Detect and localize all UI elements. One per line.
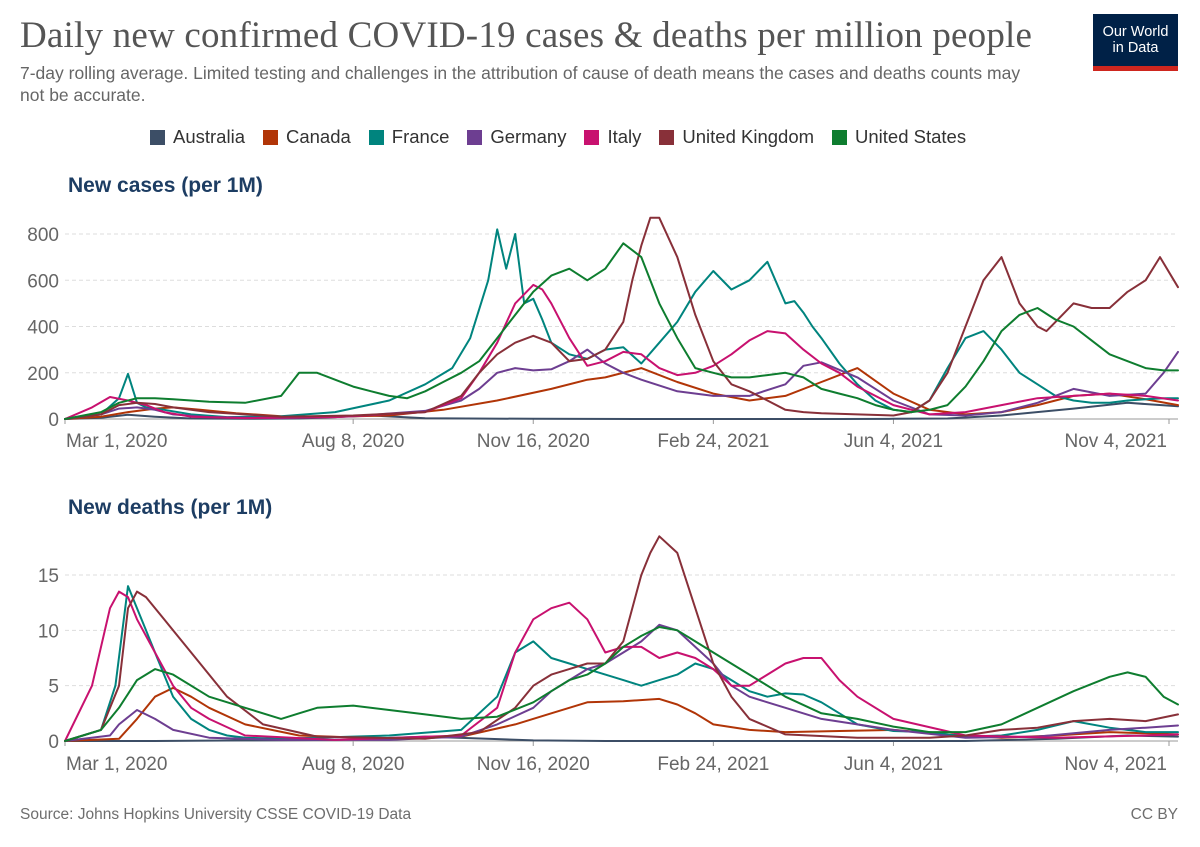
series-line-italy — [64, 283, 1179, 420]
x-tick-label: Aug 8, 2020 — [302, 431, 404, 452]
series-line-united-kingdom — [64, 535, 1179, 742]
legend-item-australia[interactable]: Australia — [150, 126, 245, 148]
x-tick-label: Jun 4, 2021 — [844, 431, 943, 452]
legend-item-united-states[interactable]: United States — [832, 126, 966, 148]
y-tick-label: 400 — [27, 318, 59, 339]
y-tick-label: 5 — [48, 677, 59, 698]
license-link[interactable]: CC BY — [1130, 806, 1178, 823]
legend-swatch — [368, 129, 384, 145]
legend-swatch — [584, 129, 600, 145]
legend-swatch — [262, 129, 278, 145]
legend-item-germany[interactable]: Germany — [467, 126, 566, 148]
legend: Australia Canada France Germany Italy Un… — [150, 126, 966, 148]
legend-label: United Kingdom — [682, 126, 815, 147]
cases-panel-title: New cases (per 1M) — [68, 174, 263, 197]
series-line-united-states — [64, 242, 1179, 420]
series-line-italy — [64, 590, 1179, 742]
y-tick-label: 15 — [38, 566, 59, 587]
deaths-panel-title: New deaths (per 1M) — [68, 496, 273, 519]
y-tick-label: 800 — [27, 225, 59, 246]
logo-line-2: in Data — [1112, 40, 1159, 56]
x-tick-label: Nov 16, 2020 — [477, 754, 590, 775]
y-tick-label: 600 — [27, 271, 59, 292]
legend-label: United States — [855, 126, 967, 147]
legend-swatch — [467, 129, 483, 145]
x-tick-label: Nov 4, 2021 — [1065, 754, 1167, 775]
x-tick-label: Nov 16, 2020 — [477, 431, 590, 452]
series-line-germany — [64, 348, 1179, 420]
legend-item-united-kingdom[interactable]: United Kingdom — [659, 126, 814, 148]
y-tick-label: 0 — [48, 732, 59, 753]
legend-swatch — [150, 129, 165, 145]
legend-label: Australia — [173, 126, 245, 147]
legend-item-italy[interactable]: Italy — [584, 126, 641, 148]
legend-label: France — [391, 126, 450, 147]
logo-line-1: Our World — [1102, 24, 1169, 40]
legend-item-canada[interactable]: Canada — [262, 126, 351, 148]
legend-label: Canada — [285, 126, 351, 147]
series-line-united-kingdom — [64, 216, 1179, 420]
x-tick-label: Aug 8, 2020 — [302, 754, 404, 775]
legend-swatch — [832, 129, 848, 145]
legend-label: Italy — [607, 126, 642, 147]
x-tick-label: Nov 4, 2021 — [1065, 431, 1167, 452]
y-tick-label: 0 — [48, 410, 59, 431]
legend-swatch — [659, 129, 675, 145]
owid-logo[interactable]: Our World in Data — [1093, 14, 1178, 71]
x-tick-label: Feb 24, 2021 — [657, 431, 769, 452]
x-tick-label: Mar 1, 2020 — [66, 754, 167, 775]
x-tick-label: Mar 1, 2020 — [66, 431, 167, 452]
chart-title: Daily new confirmed COVID-19 cases & dea… — [20, 15, 1033, 56]
chart-subtitle: 7-day rolling average. Limited testing a… — [20, 63, 1021, 105]
logo-red-bar — [1093, 66, 1178, 71]
series-line-france — [64, 228, 1179, 420]
legend-label: Germany — [490, 126, 567, 147]
series-line-canada — [64, 367, 1179, 420]
legend-item-france[interactable]: France — [368, 126, 450, 148]
y-tick-label: 200 — [27, 364, 59, 385]
x-tick-label: Feb 24, 2021 — [657, 754, 769, 775]
y-tick-label: 10 — [38, 621, 59, 642]
source-note: Source: Johns Hopkins University CSSE CO… — [20, 806, 412, 823]
series-line-australia — [64, 401, 1179, 420]
x-tick-label: Jun 4, 2021 — [844, 754, 943, 775]
series-line-united-states — [64, 626, 1179, 742]
